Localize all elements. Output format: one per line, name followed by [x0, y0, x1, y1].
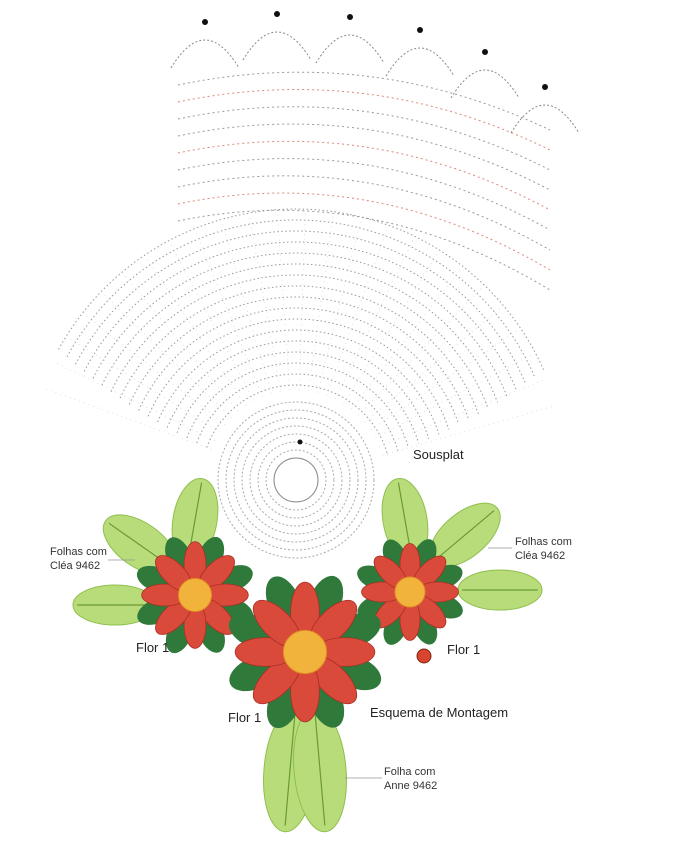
stitch-col: [66, 336, 220, 433]
fan-row: [75, 230, 527, 385]
scallop: [510, 104, 580, 134]
round: [265, 449, 327, 511]
assembly-drawing: [72, 477, 543, 833]
stitch-col: [122, 272, 239, 412]
fan-row: [66, 219, 536, 378]
scallop: [450, 69, 520, 99]
border-row: [177, 106, 551, 171]
scallop: [315, 34, 385, 64]
fan-row: [196, 373, 399, 452]
flower-center: [394, 576, 426, 608]
leaf-label: Cléa 9462: [515, 550, 565, 562]
caption: Esquema de Montagem: [370, 705, 508, 720]
border-row: [177, 140, 551, 211]
leaf-vein: [435, 510, 495, 560]
flower-center: [178, 578, 212, 612]
stitch-col: [83, 313, 226, 425]
scallop: [170, 39, 240, 69]
fan-row: [119, 285, 479, 414]
flower: [136, 536, 254, 654]
stitch-col: [370, 328, 521, 430]
stitch-col: [364, 306, 504, 423]
stitch-col: [317, 217, 362, 393]
stitch-col: [382, 405, 556, 456]
flower-label: Flor 1: [136, 640, 169, 655]
picot: [274, 11, 280, 17]
flower-center: [282, 629, 328, 675]
flower-label: Flor 1: [228, 710, 261, 725]
leaf-vein: [314, 714, 326, 826]
picot: [202, 19, 208, 25]
stitch-col: [351, 267, 463, 410]
stitch-col: [42, 387, 212, 450]
fan-row: [128, 296, 470, 420]
picot: [542, 84, 548, 90]
diagram-title: Sousplat: [413, 447, 464, 462]
stitch-col: [248, 214, 281, 392]
fan-row: [58, 208, 545, 371]
stitch-col: [101, 292, 232, 418]
leader-lines: [108, 547, 512, 779]
leaf-vein: [284, 714, 296, 826]
border-row: [177, 192, 551, 271]
round: [217, 401, 375, 559]
border-row: [177, 123, 551, 191]
leaf: [457, 569, 543, 611]
leaf-label: Folhas com: [50, 546, 107, 558]
stitch-col: [221, 220, 272, 394]
leaf: [72, 584, 158, 626]
stitch-col: [326, 226, 389, 396]
stitch-col: [194, 229, 263, 397]
fan-row: [147, 318, 450, 430]
center-ring: [273, 457, 319, 503]
border-row: [177, 175, 551, 251]
flower-label: Flor 1: [447, 642, 480, 657]
leaf-label: Anne 9462: [384, 780, 437, 792]
border-row: [177, 71, 551, 131]
picot: [417, 27, 423, 33]
stitch-col: [379, 378, 547, 447]
fan-row: [206, 384, 389, 456]
stitch-col: [308, 212, 334, 391]
stitch-col: [298, 210, 306, 391]
round: [233, 417, 359, 543]
stitch-col: [276, 210, 291, 391]
picot: [482, 49, 488, 55]
stitch-col: [53, 361, 216, 441]
start-dot: [297, 439, 303, 445]
stitch-col: [343, 250, 440, 404]
fan-row: [186, 362, 409, 448]
scallop: [242, 31, 312, 61]
border-row: [177, 89, 551, 151]
border-row: [177, 209, 551, 291]
picot: [347, 14, 353, 20]
flower: [357, 539, 463, 645]
round: [225, 409, 367, 551]
stitch-col: [375, 352, 535, 439]
stitch-col: [335, 237, 415, 400]
fan-row: [138, 307, 460, 425]
round: [241, 425, 351, 535]
leaf-label: Cléa 9462: [50, 560, 100, 572]
fan-row: [83, 241, 517, 391]
crochet-diagram: [42, 11, 580, 559]
flower: [228, 575, 382, 729]
fan-row: [110, 274, 489, 409]
leaf-label: Folhas com: [515, 536, 572, 548]
stitch-col: [358, 285, 484, 416]
fan-row: [157, 329, 440, 435]
round: [249, 433, 343, 527]
border-row: [177, 158, 551, 231]
leaf-label: Folha com: [384, 766, 435, 778]
round: [257, 441, 335, 519]
scallop: [385, 47, 455, 77]
stitch-col: [168, 241, 255, 401]
stitch-col: [144, 255, 246, 406]
fan-row: [92, 252, 508, 397]
fan-row: [101, 263, 499, 403]
ladybug: [416, 648, 432, 664]
